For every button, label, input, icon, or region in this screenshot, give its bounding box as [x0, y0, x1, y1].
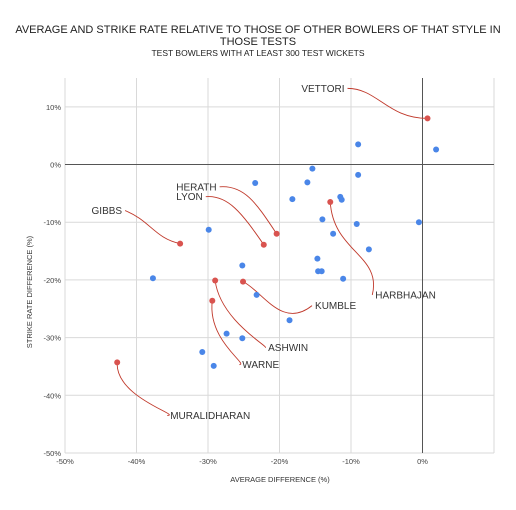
label-connector — [329, 202, 375, 296]
bowler-point — [319, 216, 326, 223]
bowler-point — [199, 349, 206, 356]
bowler-point — [239, 335, 246, 342]
highlighted-bowler-point — [177, 240, 184, 247]
y-tick-label: -30% — [43, 334, 61, 343]
bowler-point — [205, 226, 212, 233]
bowler-label: ASHWIN — [268, 343, 308, 354]
bowler-point — [223, 330, 230, 337]
y-tick-label: -10% — [43, 218, 61, 227]
bowler-point — [365, 246, 372, 253]
bowler-label: HERATH — [176, 182, 216, 193]
axis-layer: -50% -40% -30% -20% -10% 0% -50% -40% -30% -20% -1… — [43, 78, 494, 466]
highlighted-bowler-point — [424, 115, 431, 122]
x-tick-label: -30% — [199, 457, 217, 466]
label-connector — [124, 210, 181, 245]
highlighted-bowler-point — [209, 297, 216, 304]
bowler-point — [338, 196, 345, 203]
y-tick-label: 0% — [50, 161, 61, 170]
bowler-point — [149, 275, 156, 282]
bowler-point — [286, 317, 293, 324]
bowler-label: VETTORI — [301, 84, 344, 95]
bowler-label: WARNE — [242, 360, 279, 371]
connector-layer — [116, 87, 428, 416]
bowler-label: HARBHAJAN — [375, 291, 436, 302]
label-connector — [214, 280, 266, 348]
highlighted-bowler-point — [260, 241, 267, 248]
point-layer — [114, 115, 440, 369]
bowler-point — [318, 268, 325, 275]
bowler-point — [330, 230, 337, 237]
y-tick-label: -50% — [43, 449, 61, 458]
x-tick-label: -40% — [128, 457, 146, 466]
bowler-point — [253, 291, 260, 298]
y-tick-label: 10% — [46, 103, 61, 112]
bowler-label: MURALIDHARAN — [170, 411, 250, 422]
bowler-label: LYON — [176, 192, 203, 203]
highlighted-bowler-point — [273, 230, 280, 237]
bowler-point — [355, 141, 362, 148]
label-connector — [347, 87, 428, 119]
highlighted-bowler-point — [212, 277, 219, 284]
bowler-label: GIBBS — [92, 206, 123, 217]
x-axis-label: AVERAGE DIFFERENCE (%) — [230, 475, 330, 484]
bowler-point — [433, 146, 440, 153]
bowler-point — [289, 196, 296, 203]
bowler-point — [210, 362, 217, 369]
bowler-point — [314, 255, 321, 262]
bowler-point — [252, 180, 259, 186]
bowler-point — [355, 171, 362, 178]
x-tick-label: -20% — [271, 457, 289, 466]
bowler-point — [415, 219, 422, 226]
bowler-point — [353, 220, 360, 227]
bowler-point — [304, 179, 311, 186]
label-connector — [242, 281, 313, 314]
highlighted-bowler-point — [327, 199, 334, 206]
chart-subtitle: TEST BOWLERS WITH AT LEAST 300 TEST WICK… — [151, 48, 365, 58]
x-tick-label: 0% — [417, 457, 428, 466]
bowler-point — [309, 165, 316, 172]
chart-title-line-1: AVERAGE AND STRIKE RATE RELATIVE TO THOS… — [15, 24, 501, 36]
bowler-label: KUMBLE — [315, 301, 356, 312]
bowler-point — [239, 262, 246, 269]
highlighted-bowler-point — [240, 278, 247, 285]
y-tick-label: -20% — [43, 276, 61, 285]
grid-layer — [64, 78, 495, 454]
bowler-point — [340, 275, 347, 282]
label-connector — [205, 196, 265, 245]
label-connector — [116, 362, 170, 416]
y-tick-label: -40% — [43, 391, 61, 400]
highlighted-bowler-point — [114, 359, 121, 366]
label-connector — [211, 300, 242, 366]
x-tick-label: -50% — [56, 457, 74, 466]
label-connector — [219, 186, 278, 235]
y-axis-label: STRIKE RATE DIFFERENCE (%) — [25, 235, 34, 348]
chart-title-line-2: THOSE TESTS — [219, 36, 297, 48]
x-tick-label: -10% — [342, 457, 360, 466]
